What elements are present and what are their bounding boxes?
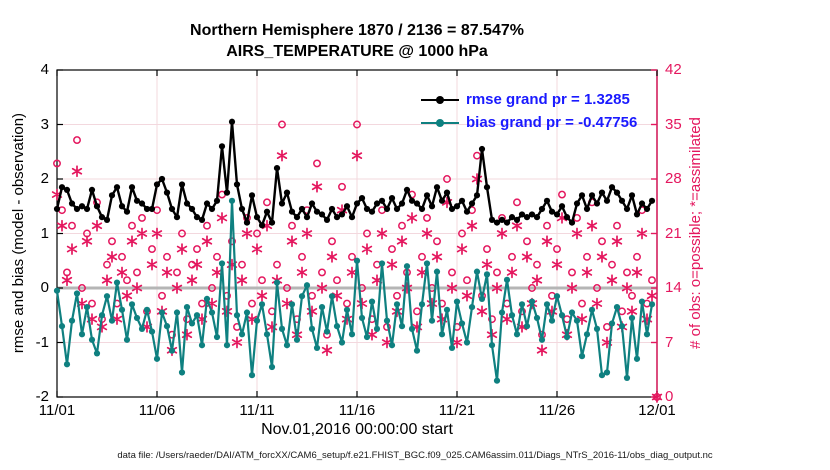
legend-label-bias: bias grand pr = -0.47756: [466, 114, 638, 131]
tick-label: 7: [665, 333, 674, 351]
x-axis-label: Nov.01,2016 00:00:00 start: [261, 421, 453, 438]
legend-entry-bias: bias grand pr = -0.47756: [421, 111, 637, 134]
tick-label: 21: [665, 224, 682, 242]
tick-label: 1: [40, 224, 49, 242]
tick-label: -2: [35, 388, 49, 405]
data-file-path: data file: /Users/raeder/DAI/ATM_forcXX/…: [117, 450, 713, 461]
chart-subtitle: AIRS_TEMPERATURE @ 1000 hPa: [226, 43, 488, 60]
legend: rmse grand pr = 1.3285 bias grand pr = -…: [421, 88, 637, 134]
rmse-line-sample-icon: [421, 95, 459, 105]
tick-label: 12/01: [638, 402, 676, 419]
tick-label: 11/16: [338, 402, 376, 419]
tick-label: 2: [40, 170, 49, 187]
legend-label-rmse: rmse grand pr = 1.3285: [466, 91, 630, 108]
tick-label: 11/11: [239, 402, 275, 419]
tick-label: 35: [665, 115, 682, 133]
legend-entry-rmse: rmse grand pr = 1.3285: [421, 88, 637, 111]
tick-label: 42: [665, 61, 682, 78]
tick-label: 4: [40, 61, 49, 78]
bias-line-sample-icon: [421, 118, 459, 128]
tick-label: 0: [40, 279, 49, 296]
chart-title: Northern Hemisphere 1870 / 2136 = 87.547…: [190, 22, 524, 39]
tick-label: 0: [665, 388, 674, 405]
tick-label: -1: [35, 333, 49, 351]
tick-label: 11/01: [38, 402, 76, 419]
tick-label: 28: [665, 170, 682, 187]
tick-label: 14: [665, 279, 682, 296]
tick-label: 11/26: [538, 402, 576, 419]
tick-label: 11/21: [438, 402, 476, 419]
tick-label: 3: [40, 115, 49, 133]
tick-label: 11/06: [138, 402, 176, 419]
